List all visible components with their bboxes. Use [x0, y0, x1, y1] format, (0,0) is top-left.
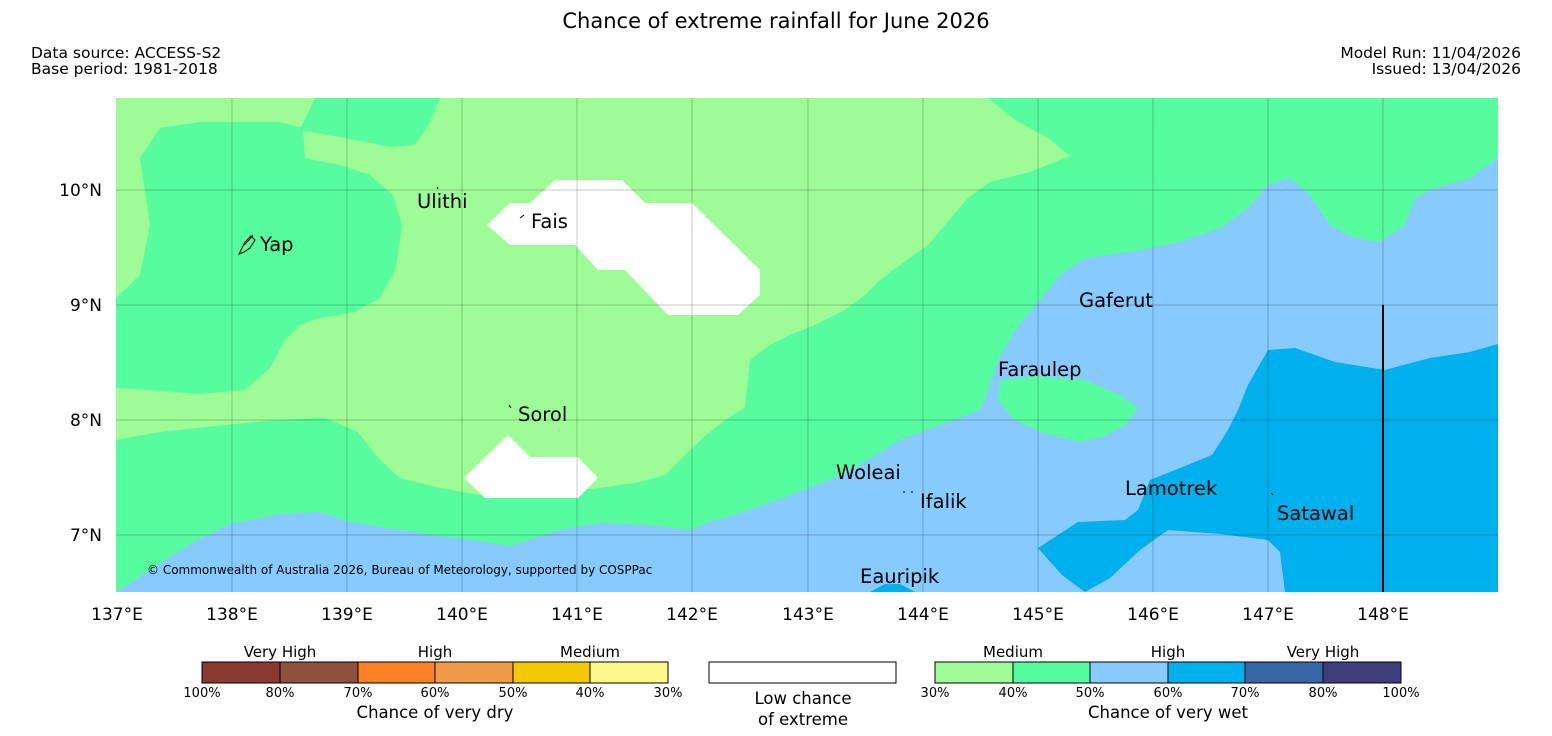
legend-wet-swatch-6	[1323, 662, 1401, 683]
legend-wet-tick-40: 40%	[999, 686, 1028, 701]
legend-wet-swatch-3	[1090, 662, 1168, 683]
model-run: Model Run: 11/04/2026	[1340, 44, 1521, 62]
legend-dry-tick-60: 60%	[421, 686, 450, 701]
legend-dry-tick-80: 80%	[266, 686, 295, 701]
island-sorol	[508, 404, 512, 409]
island-ulithi	[436, 186, 439, 190]
legend-wet-tick-50: 50%	[1076, 686, 1105, 701]
region-wet-60-70-eauripik	[870, 584, 915, 592]
legend-wet-very-high: Very High	[1287, 643, 1360, 661]
legend-wet-caption: Chance of very wet	[1088, 703, 1249, 722]
legend-dry-high: High	[418, 643, 452, 661]
legend-dry-tick-70: 70%	[344, 686, 373, 701]
label-eauripik: Eauripik	[860, 565, 940, 588]
island-yap-outline	[237, 235, 256, 255]
map-title: Chance of extreme rainfall for June 2026	[562, 9, 990, 33]
region-wet-40-50-north	[300, 98, 440, 147]
lon-label-144e: 144°E	[897, 605, 949, 625]
region-wet-40-50-faraulep	[998, 376, 1138, 442]
legend-dry: Very High High Medium 100% 80% 70% 60% 5…	[183, 643, 682, 722]
model-run-info: Model Run: 11/04/2026 Issued: 13/04/2026	[1340, 45, 1521, 77]
legend-wet-tick-30: 30%	[921, 686, 950, 701]
lat-label-7n: 7°N	[70, 526, 102, 546]
legend-low-chance: Low chance of extreme	[708, 661, 897, 729]
lat-label-9n: 9°N	[70, 296, 102, 316]
lon-label-142e: 142°E	[666, 605, 718, 625]
legend-wet-high: High	[1151, 643, 1185, 661]
legend-dry-tick-50: 50%	[499, 686, 528, 701]
label-faraulep: Faraulep	[998, 358, 1082, 381]
legend-low-chance-swatch	[708, 661, 897, 684]
label-sorol: Sorol	[518, 403, 567, 426]
label-satawal: Satawal	[1277, 502, 1354, 525]
longitude-labels: 137°E 138°E 139°E 140°E 141°E 142°E 143°…	[91, 605, 1409, 625]
lon-label-138e: 138°E	[206, 605, 258, 625]
grid-lines	[116, 98, 1498, 592]
legend-wet-swatch-2	[1013, 662, 1091, 683]
label-woleai: Woleai	[836, 461, 901, 484]
island-yap-detail	[243, 234, 254, 246]
lon-label-139e: 139°E	[321, 605, 373, 625]
legend-wet-tick-60: 60%	[1154, 686, 1183, 701]
lon-label-148e: 148°E	[1357, 605, 1409, 625]
label-ulithi: Ulithi	[417, 190, 468, 213]
legend-dry-swatch-3	[358, 662, 436, 683]
legend-wet-swatch-5	[1245, 662, 1323, 683]
label-lamotrek: Lamotrek	[1125, 477, 1218, 500]
legend-wet: Medium High Very High 30% 40% 50% 60% 70…	[921, 643, 1420, 722]
legend-wet-swatch-1	[935, 662, 1013, 683]
lon-label-145e: 145°E	[1012, 605, 1064, 625]
island-satawal	[1270, 492, 1274, 496]
legend-wet-tick-80: 80%	[1309, 686, 1338, 701]
label-yap: Yap	[259, 233, 294, 256]
region-low-chance-fais	[487, 180, 760, 315]
label-gaferut: Gaferut	[1079, 289, 1153, 312]
label-fais: Fais	[531, 210, 568, 233]
legend-wet-tick-70: 70%	[1231, 686, 1260, 701]
legend-wet-medium: Medium	[983, 643, 1043, 661]
copyright-notice: © Commonwealth of Australia 2026, Bureau…	[147, 563, 652, 577]
base-period: Base period: 1981-2018	[31, 60, 218, 78]
lon-label-146e: 146°E	[1127, 605, 1179, 625]
data-source-info: Data source: ACCESS-S2 Base period: 1981…	[31, 45, 221, 77]
legend-dry-swatch-2	[280, 662, 358, 683]
legend-dry-tick-100: 100%	[183, 686, 220, 701]
region-wet-40-50-yap	[116, 122, 402, 394]
data-source: Data source: ACCESS-S2	[31, 44, 222, 62]
lon-label-143e: 143°E	[782, 605, 834, 625]
map-canvas: Yap Ulithi Fais Sorol Gaferut Faraulep W…	[116, 98, 1498, 592]
lat-label-8n: 8°N	[70, 411, 102, 431]
legend-dry-swatch-1	[202, 662, 280, 683]
lon-label-147e: 147°E	[1242, 605, 1294, 625]
legend-low-chance-caption-2: of extreme	[758, 710, 848, 729]
legend-dry-caption: Chance of very dry	[357, 703, 514, 722]
legend-dry-tick-30: 30%	[654, 686, 683, 701]
lat-label-10n: 10°N	[59, 181, 102, 201]
lon-label-137e: 137°E	[91, 605, 143, 625]
legend-dry-very-high: Very High	[244, 643, 317, 661]
legend-dry-tick-40: 40%	[576, 686, 605, 701]
region-low-chance-sorol	[464, 435, 598, 498]
label-ifalik: Ifalik	[920, 490, 967, 513]
legend-dry-swatch-6	[590, 662, 668, 683]
lon-label-141e: 141°E	[551, 605, 603, 625]
legend-dry-swatch-5	[513, 662, 591, 683]
legend-wet-tick-100: 100%	[1382, 686, 1419, 701]
issued-date: Issued: 13/04/2026	[1371, 60, 1521, 78]
legend-low-chance-caption-1: Low chance	[754, 689, 851, 708]
legend-dry-swatch-4	[435, 662, 513, 683]
island-markers	[237, 186, 1274, 496]
lon-label-140e: 140°E	[436, 605, 488, 625]
latitude-labels: 10°N 9°N 8°N 7°N	[59, 181, 102, 546]
legend-wet-swatch-4	[1168, 662, 1246, 683]
island-fais	[519, 214, 525, 219]
legend-dry-medium: Medium	[560, 643, 620, 661]
